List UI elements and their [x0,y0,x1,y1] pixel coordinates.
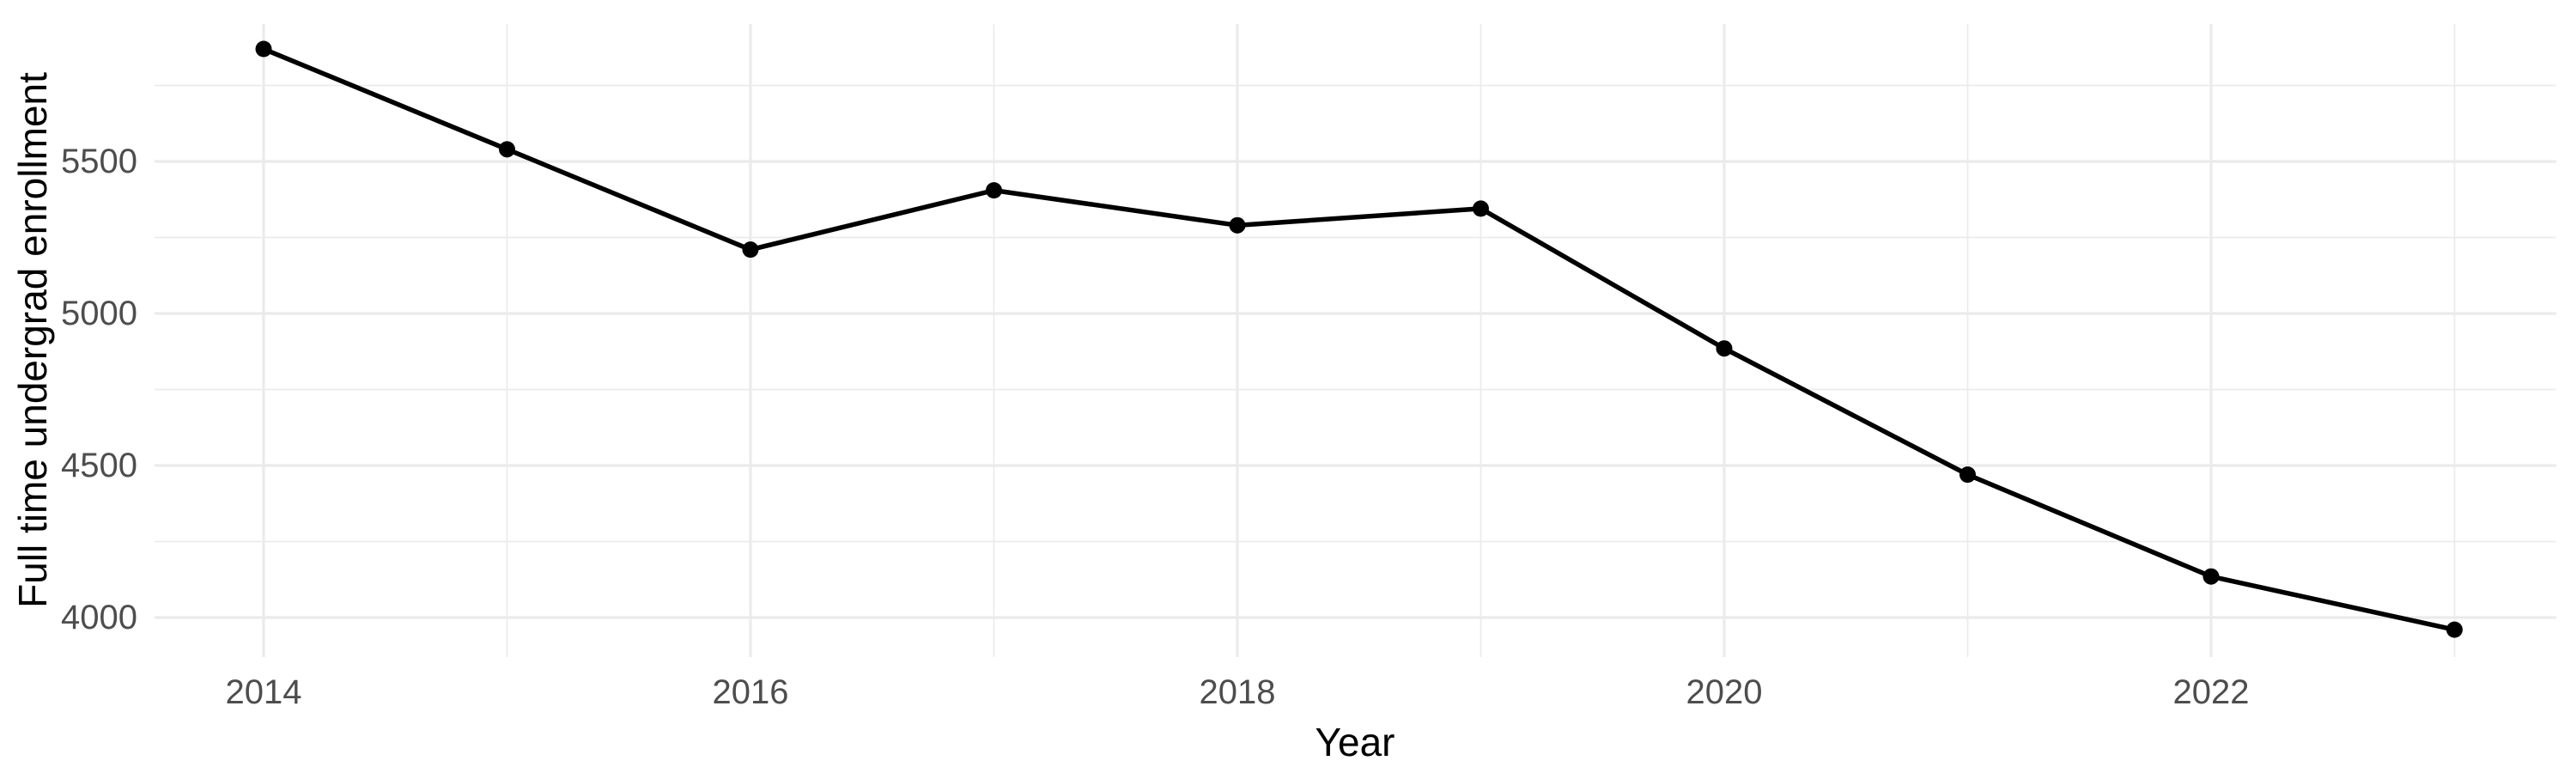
x-tick-label-2018: 2018 [1199,673,1276,711]
y-tick-label-4500: 4500 [61,446,137,484]
data-point-2022 [2202,568,2220,585]
y-axis-title: Full time undergrad enrollment [10,72,55,608]
data-point-2015 [499,141,516,158]
data-point-2019 [1473,200,1490,217]
data-point-2016 [742,241,759,259]
data-point-2023 [2445,621,2463,638]
x-tick-label-2022: 2022 [2172,673,2250,711]
data-point-2017 [986,182,1003,199]
x-tick-label-2020: 2020 [1686,673,1763,711]
y-tick-label-5000: 5000 [61,294,137,332]
data-point-2020 [1716,340,1733,357]
x-tick-label-2016: 2016 [712,673,789,711]
y-tick-label-5500: 5500 [61,143,137,180]
data-point-2021 [1959,466,1976,484]
x-tick-label-2014: 2014 [225,673,302,711]
y-tick-label-4000: 4000 [61,598,137,636]
enrollment-series-line [261,46,2458,632]
x-axis-title: Year [1315,720,1395,764]
data-point-2018 [1229,216,1246,234]
data-point-2014 [255,40,272,58]
